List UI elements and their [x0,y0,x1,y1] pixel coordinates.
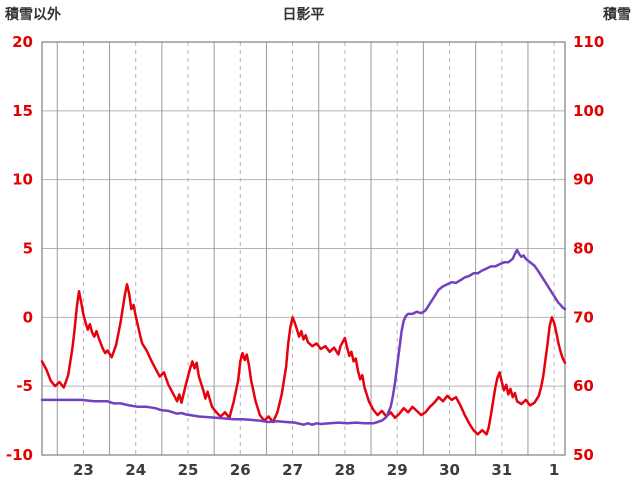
x-axis-date-label: 23 [73,461,94,479]
x-axis-date-label: 25 [178,461,199,479]
left-axis-tick-label: 0 [23,308,33,326]
left-axis-tick-label: 20 [12,33,33,51]
other-than-snow-line [40,283,567,436]
x-axis-date-label: 26 [230,461,251,479]
right-axis-title: 積雪 [603,7,631,23]
left-axis-tick-label: 5 [23,240,33,258]
x-axis-date-label: 31 [491,461,512,479]
x-axis-date-label: 27 [282,461,303,479]
left-axis-tick-label: 10 [12,171,33,189]
right-axis-tick-label: 60 [573,377,594,395]
right-axis-tick-label: 100 [573,102,604,120]
right-axis-tick-label: 110 [573,33,604,51]
left-axis-tick-label: -5 [16,377,33,395]
x-axis-date-label: 24 [125,461,146,479]
chart-title: 日影平 [282,7,325,23]
plot-border [41,41,566,456]
x-axis-date-label: 1 [549,461,559,479]
left-axis-tick-label: 15 [12,102,33,120]
x-axis-date-label: 30 [439,461,460,479]
x-axis-date-label: 29 [387,461,408,479]
right-axis-tick-label: 70 [573,308,594,326]
right-axis-tick-label: 80 [573,240,594,258]
right-axis-tick-label: 50 [573,446,594,464]
left-axis-tick-label: -10 [6,446,33,464]
left-axis-title: 積雪以外 [5,7,61,23]
snow-depth-line [40,248,567,426]
x-axis-date-label: 28 [334,461,355,479]
right-axis-tick-label: 90 [573,171,594,189]
